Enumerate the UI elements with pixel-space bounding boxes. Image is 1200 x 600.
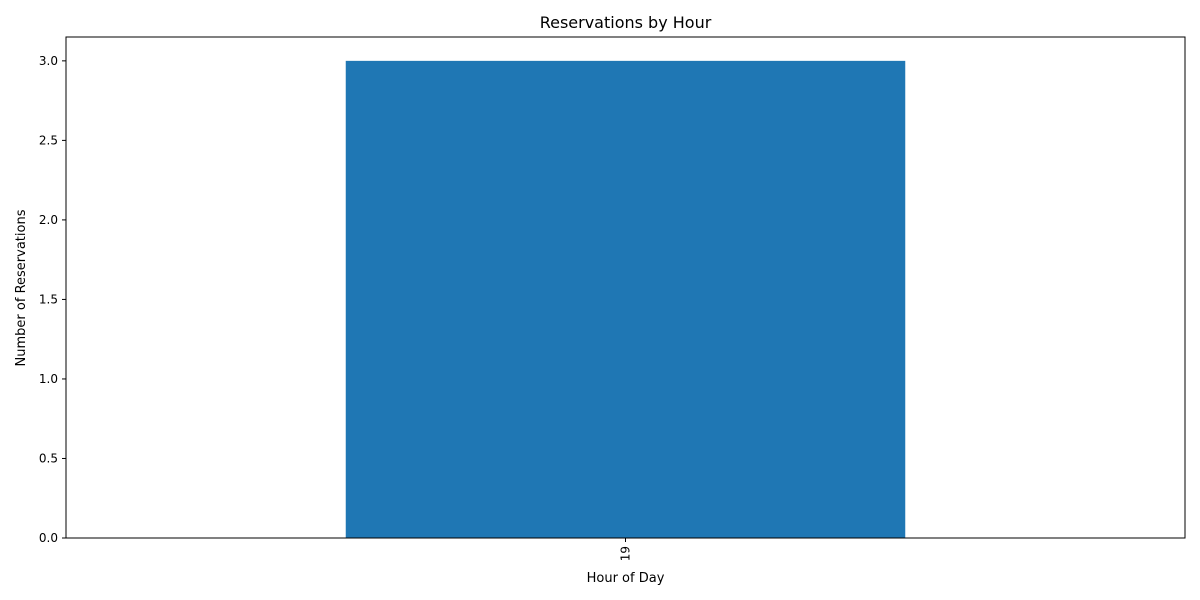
y-tick-label-0: 0.0	[39, 531, 58, 545]
x-tick-label-19: 19	[619, 546, 633, 561]
y-axis: 0.0 0.5 1.0 1.5 2.0 2.5 3.0	[39, 54, 66, 545]
y-axis-label: Number of Reservations	[14, 209, 29, 366]
y-tick-label-1: 0.5	[39, 451, 58, 465]
chart-title: Reservations by Hour	[540, 13, 712, 32]
x-axis: 19	[619, 538, 633, 561]
plot-area: 0.0 0.5 1.0 1.5 2.0 2.5 3.0 19	[39, 36, 1186, 561]
plot-frame	[65, 36, 1186, 539]
y-tick-label-4: 2.0	[39, 213, 58, 227]
y-tick-label-6: 3.0	[39, 54, 58, 68]
y-tick-label-5: 2.5	[39, 133, 58, 147]
bars-layer	[345, 60, 906, 538]
y-tick-label-2: 1.0	[39, 372, 58, 386]
y-tick-label-3: 1.5	[39, 292, 58, 306]
bar-19	[345, 60, 906, 538]
x-axis-label: Hour of Day	[587, 571, 665, 586]
